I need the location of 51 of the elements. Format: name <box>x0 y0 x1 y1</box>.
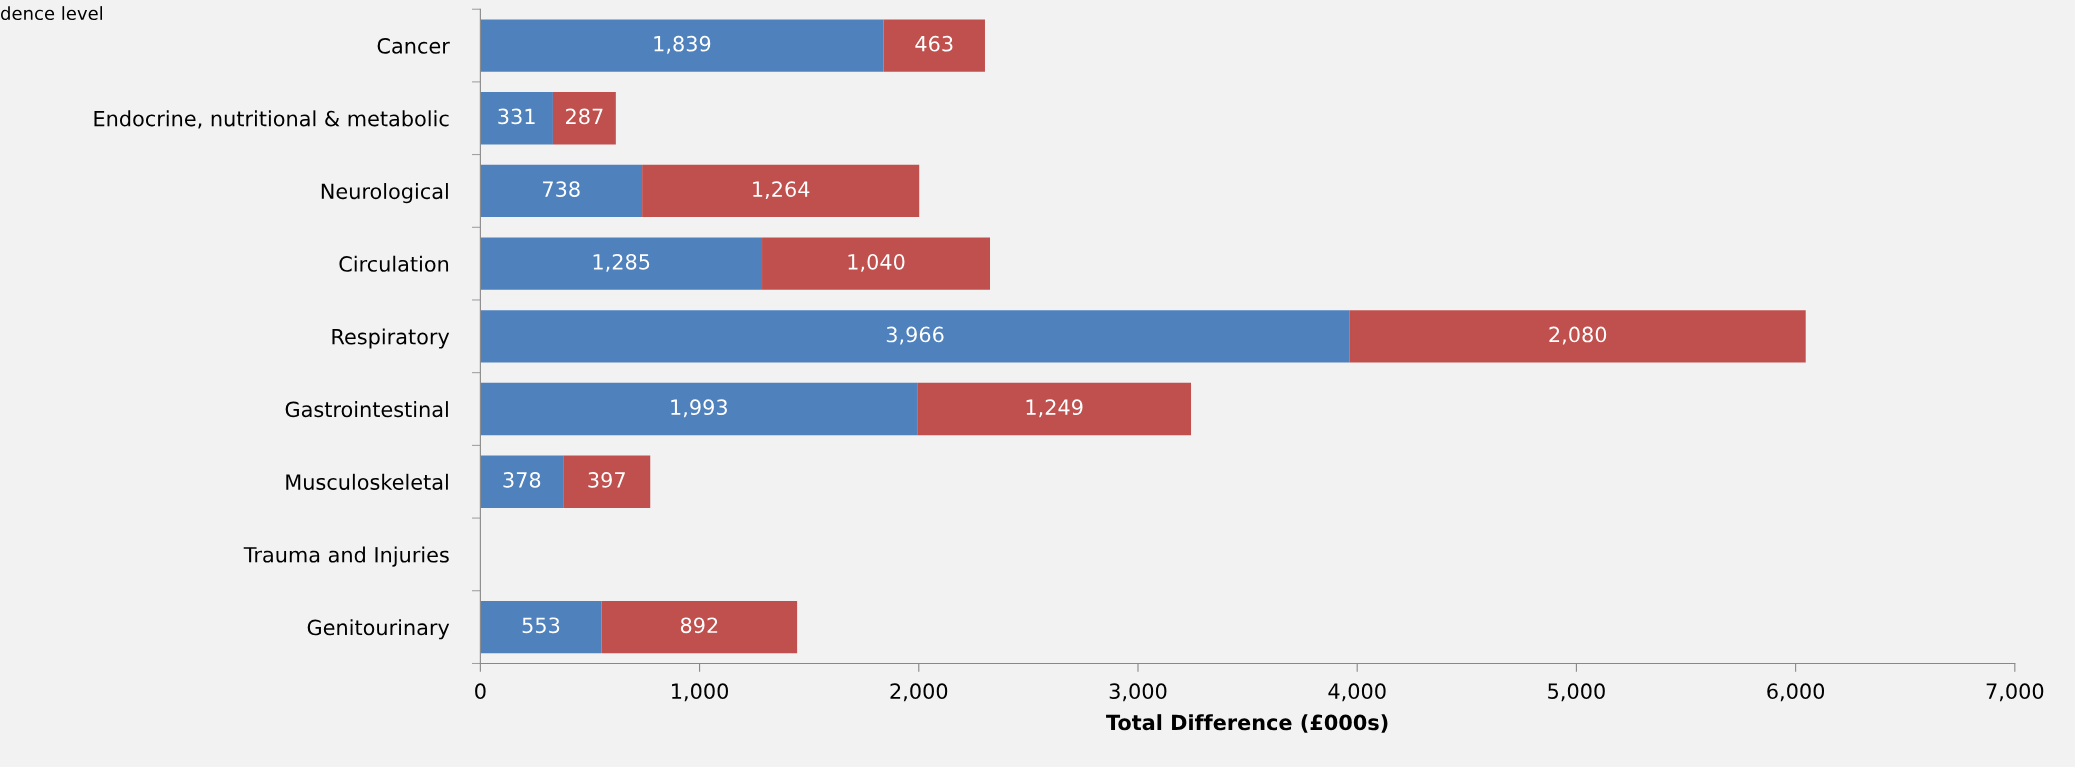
y-tick-label: Musculoskeletal <box>286 473 448 490</box>
y-tick-label: Cancer <box>377 38 450 54</box>
bar <box>1349 310 1806 363</box>
x-tick-label: 5,000 <box>1548 683 1605 702</box>
bar <box>480 164 643 218</box>
data-label: 331 <box>498 108 535 125</box>
data-label: 378 <box>503 472 541 488</box>
data-label: 738 <box>543 181 580 197</box>
data-label: 2,080 <box>1549 326 1607 345</box>
x-tick-label: 1,000 <box>672 683 729 702</box>
data-label: 3,966 <box>886 326 944 345</box>
data-label: 1,285 <box>593 253 650 272</box>
data-label: 553 <box>522 617 560 634</box>
data-label: 287 <box>566 108 603 125</box>
y-tick-label: Genitourinary <box>307 619 450 640</box>
data-label: 1,249 <box>1026 399 1083 418</box>
bar <box>480 310 1350 363</box>
data-label: 463 <box>915 35 953 52</box>
bar <box>642 164 920 218</box>
x-tick-label: 6,000 <box>1767 683 1825 702</box>
data-label: 1,264 <box>753 181 810 200</box>
y-tick-label: Circulation <box>339 255 449 272</box>
data-label: 1,993 <box>671 399 727 418</box>
y-tick-label: Trauma and Injuries <box>243 546 449 567</box>
x-tick-label: 4,000 <box>1328 683 1386 702</box>
bar <box>480 382 918 436</box>
bar <box>480 19 884 72</box>
bar <box>552 92 616 145</box>
data-label: 892 <box>680 617 718 634</box>
bar <box>480 237 763 290</box>
bar <box>563 455 651 508</box>
x-tick-label: 3,000 <box>1109 683 1167 702</box>
bar <box>480 92 553 145</box>
bar <box>883 19 985 72</box>
data-label: 1,040 <box>848 253 905 272</box>
y-tick-label: Gastrointestinal <box>285 401 448 418</box>
data-label: 1,839 <box>654 35 711 54</box>
bar <box>480 600 602 654</box>
x-tick-label: 2,000 <box>890 683 948 702</box>
y-tick-label: Respiratory <box>332 328 450 349</box>
x-tick-label: 0 <box>475 683 486 700</box>
y-tick-label: Endocrine, nutritional & metabolic <box>94 110 449 129</box>
bar <box>601 600 798 654</box>
bar <box>480 455 564 508</box>
x-axis-title: Total Difference (£000s) <box>1106 714 1388 733</box>
y-tick-label: Neurological <box>321 183 448 204</box>
bar <box>917 382 1192 436</box>
text: dence level <box>1 6 103 21</box>
data-label: 397 <box>588 472 625 488</box>
x-tick-label: 7,000 <box>1986 683 2044 702</box>
bar <box>762 237 991 290</box>
